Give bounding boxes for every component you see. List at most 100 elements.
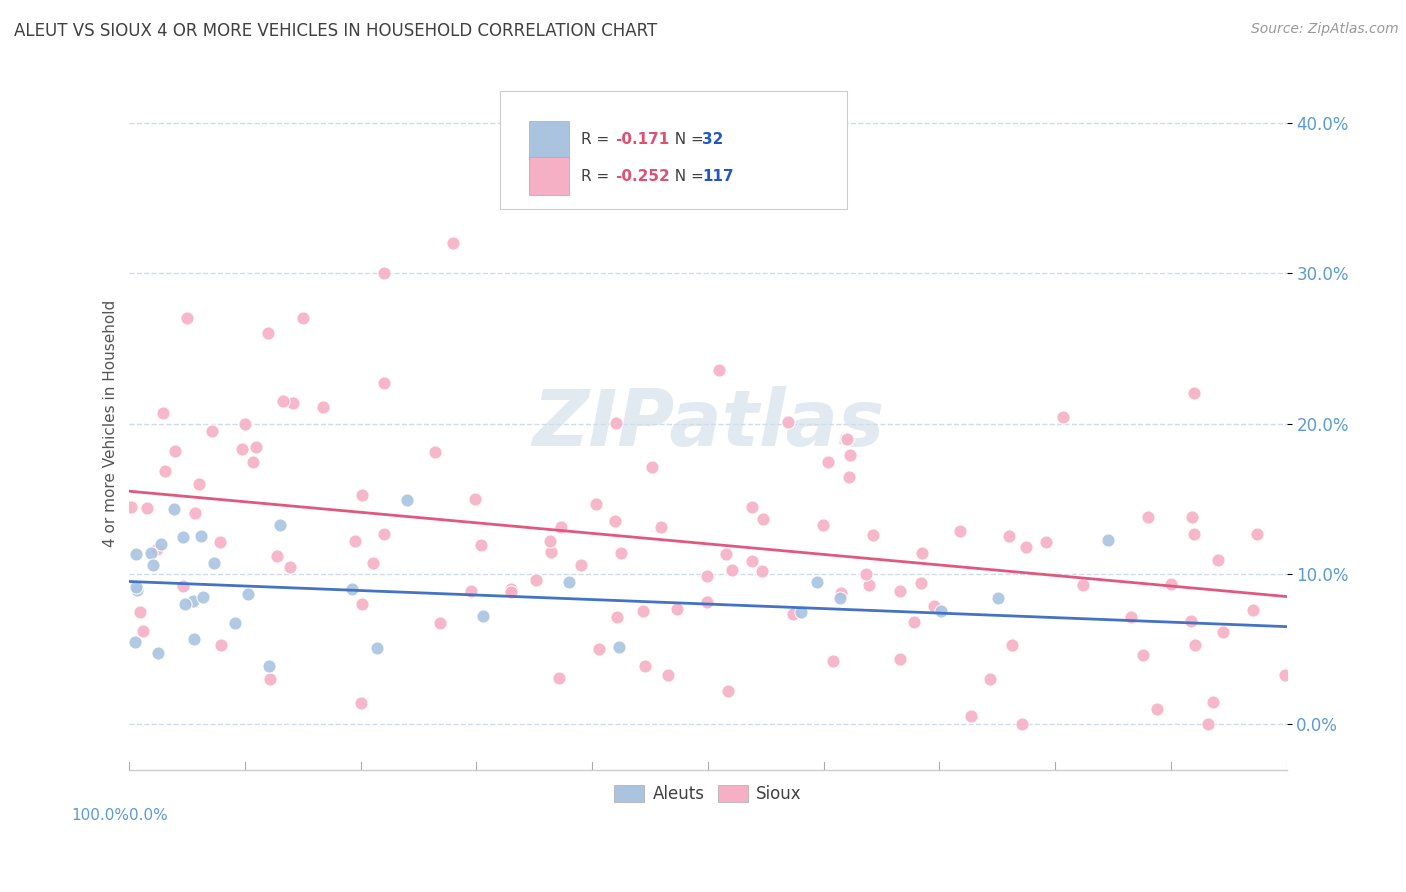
Point [499,582,522,596]
Point [696,568,718,582]
Point [1001,638,1024,652]
Point [741,554,763,568]
Point [1202,695,1225,709]
Point [550,520,572,534]
Point [373,527,395,541]
FancyBboxPatch shape [529,120,569,159]
Point [146,541,169,556]
Point [1071,577,1094,591]
Point [366,640,388,655]
Text: N =: N = [665,169,709,184]
Point [1146,702,1168,716]
Point [183,632,205,646]
Point [558,176,581,190]
Point [471,608,494,623]
Point [163,502,186,516]
Text: -0.171: -0.171 [616,132,669,147]
Point [1137,510,1160,524]
Text: ALEUT VS SIOUX 4 OR MORE VEHICLES IN HOUSEHOLD CORRELATION CHART: ALEUT VS SIOUX 4 OR MORE VEHICLES IN HOU… [14,22,658,40]
Point [501,585,523,599]
Point [191,590,214,604]
Point [1160,576,1182,591]
Point [817,455,839,469]
Point [631,604,654,618]
Point [650,520,672,534]
Point [280,560,302,574]
Point [238,587,260,601]
Point [183,594,205,608]
Point [634,658,657,673]
Point [1182,526,1205,541]
Point [344,534,367,549]
Point [142,558,165,572]
Point [605,514,627,528]
Point [312,400,335,414]
FancyBboxPatch shape [529,157,569,195]
Point [201,424,224,438]
Point [208,535,231,549]
Point [441,235,464,250]
Point [153,464,176,478]
Point [889,652,911,666]
Point [903,615,925,630]
Point [269,517,291,532]
Point [741,500,763,514]
Point [271,393,294,408]
Point [811,518,834,533]
Text: 100.0%: 100.0% [72,808,129,823]
Point [666,602,689,616]
Point [148,646,170,660]
Point [149,536,172,550]
Point [524,574,547,588]
Point [538,533,561,548]
Point [707,362,730,376]
Point [224,616,246,631]
Point [929,604,952,618]
Point [350,696,373,710]
Point [1015,541,1038,555]
Point [858,578,880,592]
Point [152,406,174,420]
Point [657,667,679,681]
Point [291,311,314,326]
Point [828,591,851,605]
Point [184,506,207,520]
Point [1052,409,1074,424]
Point [259,658,281,673]
Point [259,672,281,686]
Point [790,605,813,619]
Point [752,512,775,526]
Point [176,311,198,326]
Point [245,440,267,454]
Y-axis label: 4 or more Vehicles in Household: 4 or more Vehicles in Household [103,300,118,547]
Legend: Aleuts, Sioux: Aleuts, Sioux [607,778,808,810]
Point [1035,535,1057,549]
Point [889,584,911,599]
Point [605,416,627,430]
Point [281,396,304,410]
Point [548,671,571,685]
Point [641,459,664,474]
Point [855,567,877,582]
Point [610,546,633,560]
Point [352,488,374,502]
Point [585,497,607,511]
Point [838,470,860,484]
Point [125,547,148,561]
Point [231,442,253,456]
Text: 117: 117 [702,169,734,184]
Text: R =: R = [581,132,614,147]
Point [1274,668,1296,682]
Point [242,455,264,469]
Point [717,683,740,698]
Point [423,445,446,459]
Point [1241,603,1264,617]
Point [696,595,718,609]
Point [464,491,486,506]
Text: 0.0%: 0.0% [129,808,167,823]
Point [960,708,983,723]
Point [776,416,799,430]
Point [257,326,280,341]
Text: ZIPatlas: ZIPatlas [531,385,884,461]
Point [806,574,828,589]
